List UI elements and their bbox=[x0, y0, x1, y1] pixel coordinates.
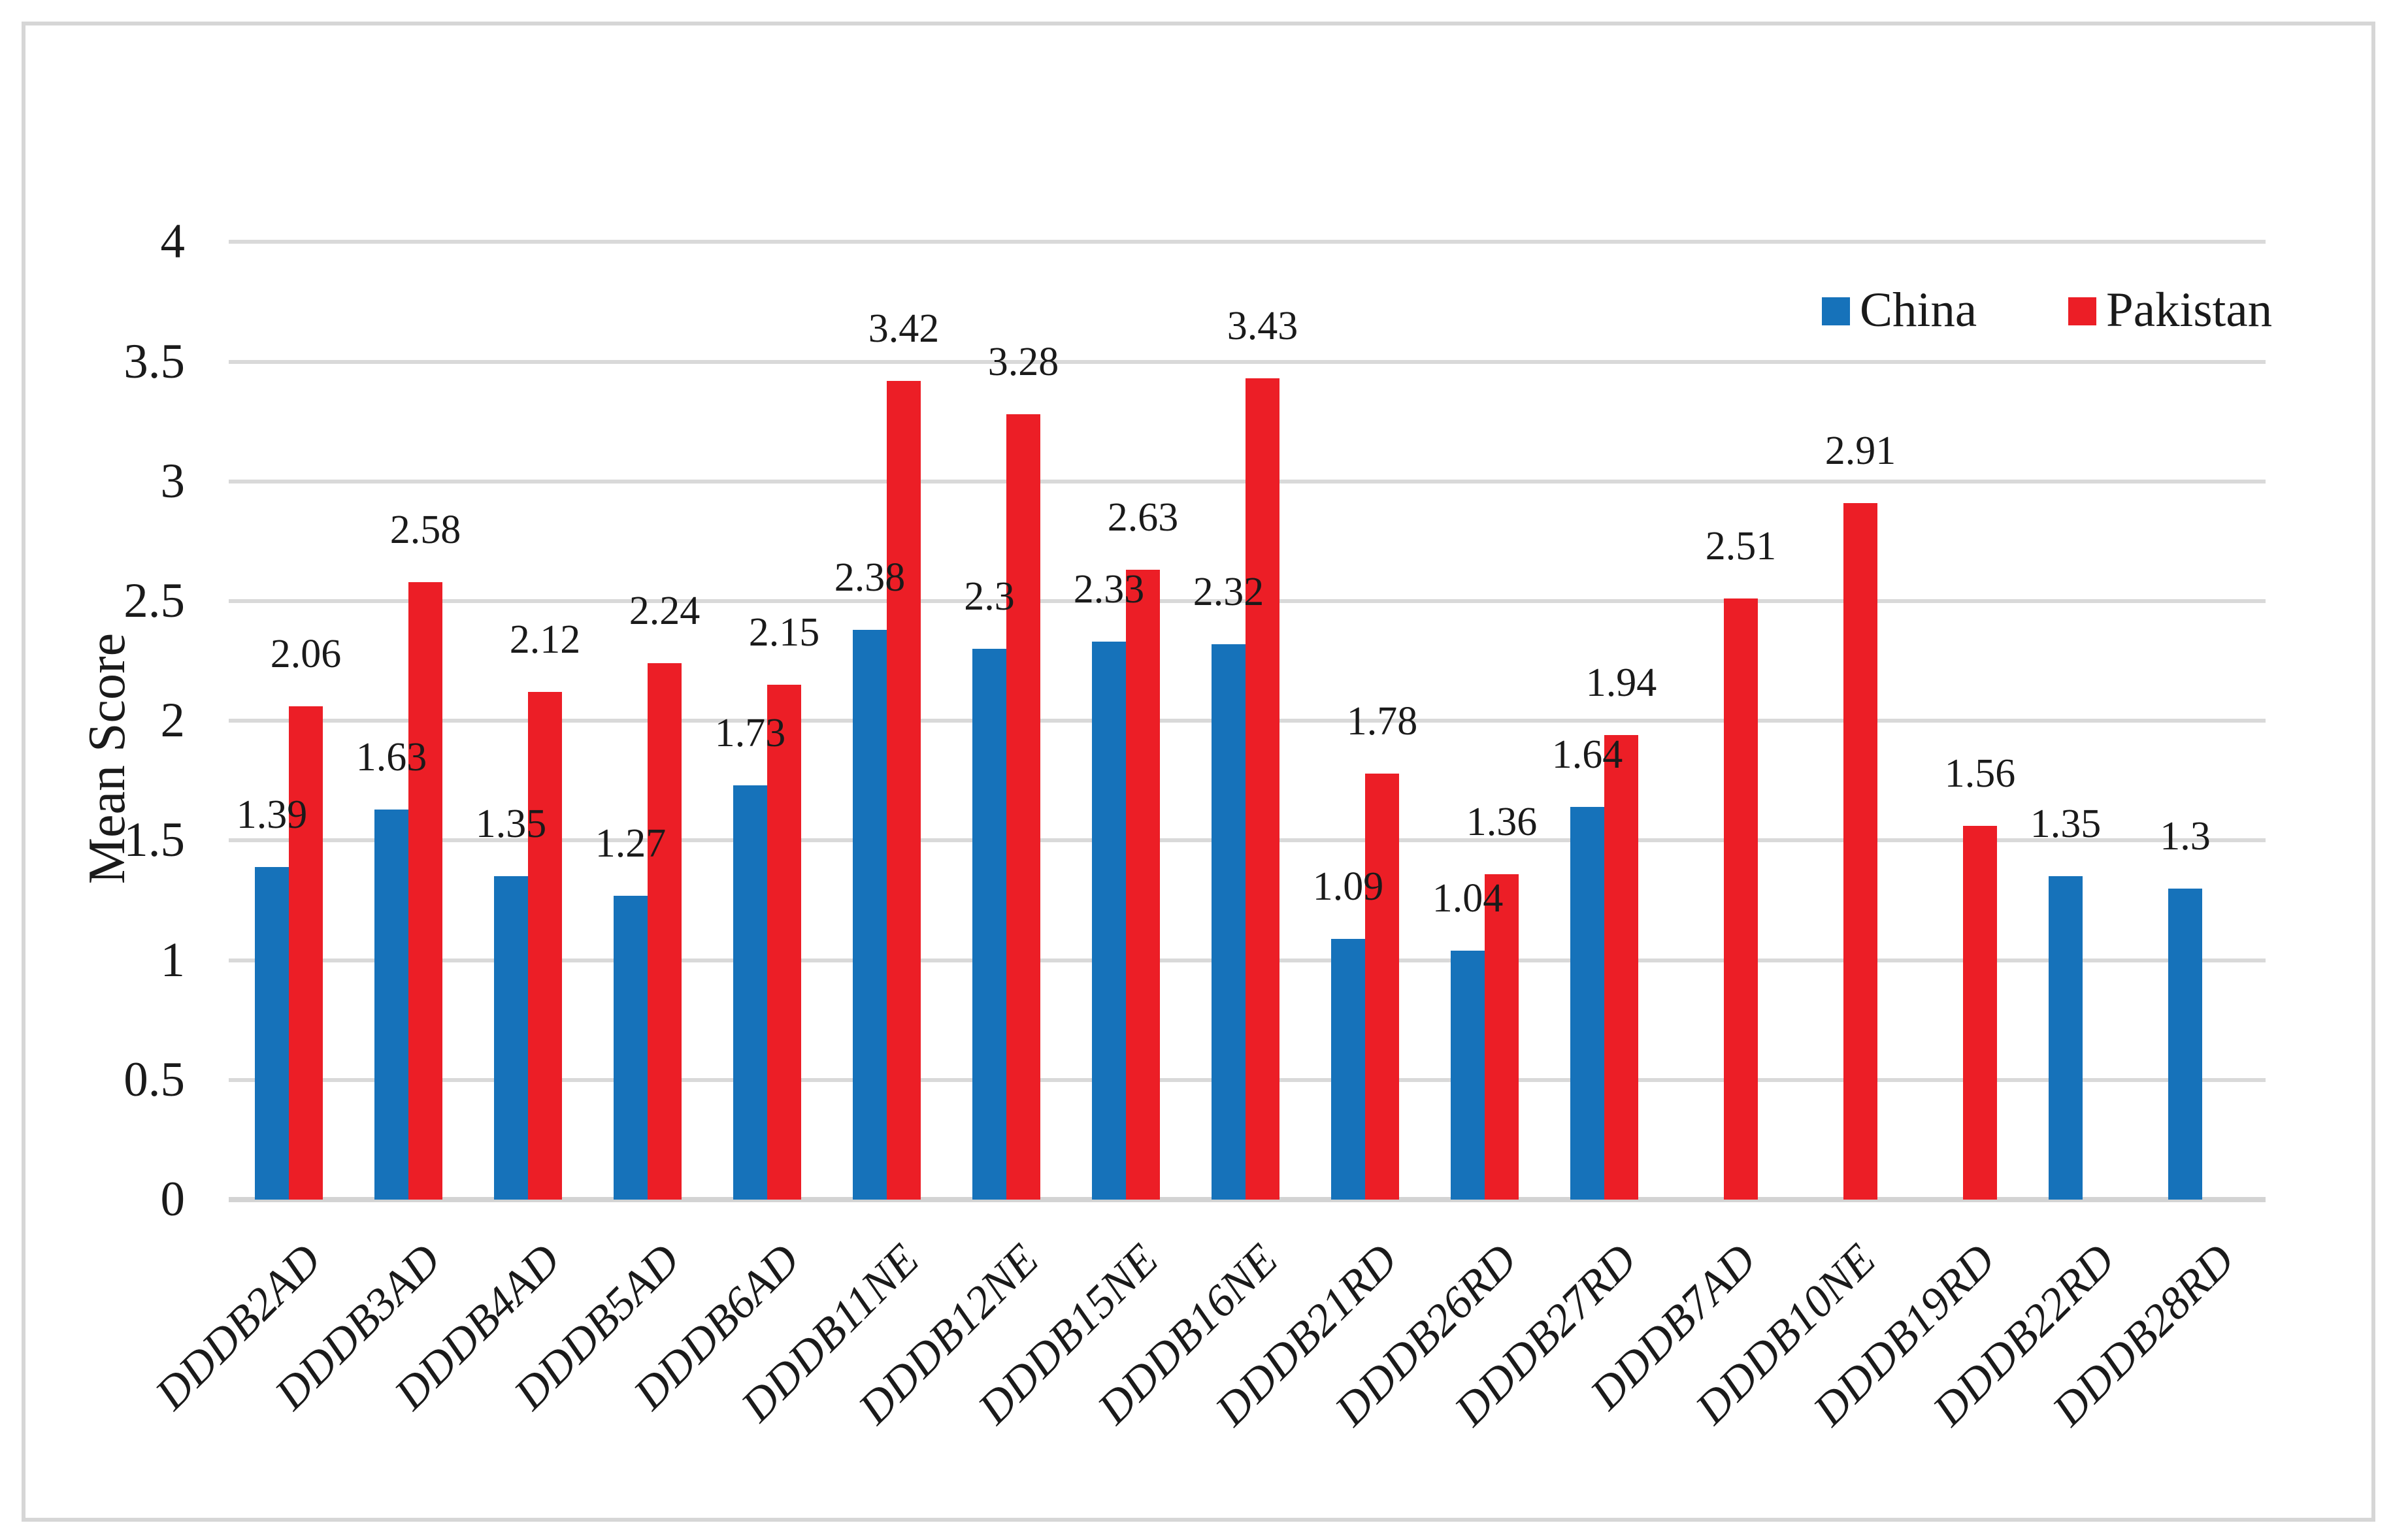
bar-pakistan-dddb15ne bbox=[1126, 570, 1160, 1200]
legend-swatch-pakistan-icon bbox=[2068, 297, 2096, 325]
legend-label-pakistan: Pakistan bbox=[2106, 283, 2273, 337]
gridline bbox=[229, 360, 2266, 364]
bar-pakistan-dddb10ne bbox=[1843, 503, 1877, 1200]
gridline bbox=[229, 240, 2266, 244]
y-tick-label: 0.5 bbox=[124, 1053, 185, 1107]
chart-figure: Mean Score 0 0.5 1 1.5 2 2.5 3 3.5 4 1.39 2.06 1.6… bbox=[22, 22, 2375, 1522]
value-label-pakistan-dddb15ne: 2.63 bbox=[1107, 495, 1179, 540]
value-label-china-dddb16ne: 2.32 bbox=[1193, 570, 1264, 614]
value-label-china-dddb6ad: 1.73 bbox=[714, 711, 786, 755]
value-label-china-dddb12ne: 2.3 bbox=[964, 574, 1015, 619]
bar-pakistan-dddb3ad bbox=[408, 582, 442, 1200]
bar-china-dddb28rd bbox=[2168, 889, 2202, 1200]
value-label-china-dddb4ad: 1.35 bbox=[475, 802, 547, 846]
value-label-pakistan-dddb10ne: 2.91 bbox=[1824, 429, 1896, 473]
y-tick-label: 3 bbox=[160, 454, 186, 508]
bar-pakistan-dddb16ne bbox=[1246, 378, 1279, 1200]
value-label-pakistan-dddb4ad: 2.12 bbox=[509, 617, 581, 662]
bar-pakistan-dddb12ne bbox=[1006, 414, 1040, 1200]
bar-pakistan-dddb7ad bbox=[1724, 598, 1758, 1200]
bar-pakistan-dddb11ne bbox=[887, 381, 921, 1200]
value-label-pakistan-dddb16ne: 3.43 bbox=[1227, 304, 1298, 348]
legend: China Pakistan bbox=[25, 25, 2371, 1518]
bar-china-dddb27rd bbox=[1570, 807, 1604, 1200]
bar-china-dddb5ad bbox=[614, 896, 648, 1200]
bar-pakistan-dddb27rd bbox=[1604, 735, 1638, 1200]
bar-china-dddb15ne bbox=[1092, 642, 1126, 1200]
value-label-china-dddb2ad: 1.39 bbox=[236, 793, 308, 837]
y-tick-label: 2.5 bbox=[124, 574, 185, 628]
value-label-china-dddb3ad: 1.63 bbox=[355, 735, 427, 779]
value-label-pakistan-dddb5ad: 2.24 bbox=[629, 589, 701, 633]
legend-label-china: China bbox=[1860, 283, 1977, 337]
y-tick-label: 1 bbox=[160, 933, 186, 987]
bar-pakistan-dddb5ad bbox=[648, 663, 682, 1200]
bar-pakistan-dddb26rd bbox=[1485, 874, 1519, 1200]
value-label-pakistan-dddb12ne: 3.28 bbox=[987, 340, 1059, 384]
bar-china-dddb2ad bbox=[255, 867, 289, 1200]
bar-pakistan-dddb4ad bbox=[528, 692, 562, 1200]
value-label-pakistan-dddb19rd: 1.56 bbox=[1944, 751, 2016, 796]
bar-pakistan-dddb6ad bbox=[767, 685, 801, 1200]
value-label-pakistan-dddb2ad: 2.06 bbox=[270, 632, 342, 676]
value-label-pakistan-dddb26rd: 1.36 bbox=[1466, 800, 1538, 844]
bar-china-dddb6ad bbox=[733, 785, 767, 1200]
legend-swatch-china-icon bbox=[1822, 297, 1850, 325]
value-label-pakistan-dddb27rd: 1.94 bbox=[1585, 661, 1657, 705]
y-tick-label: 1.5 bbox=[124, 813, 185, 867]
bar-china-dddb21rd bbox=[1331, 939, 1365, 1200]
bar-china-dddb16ne bbox=[1212, 644, 1246, 1200]
y-tick-label: 3.5 bbox=[124, 335, 185, 389]
y-tick-label: 2 bbox=[160, 693, 186, 747]
bar-pakistan-dddb2ad bbox=[289, 706, 323, 1200]
value-label-pakistan-dddb11ne: 3.42 bbox=[868, 306, 940, 351]
value-label-china-dddb27rd: 1.64 bbox=[1551, 732, 1623, 777]
bar-pakistan-dddb21rd bbox=[1365, 774, 1399, 1200]
value-label-pakistan-dddb21rd: 1.78 bbox=[1346, 699, 1418, 744]
value-label-china-dddb26rd: 1.04 bbox=[1432, 876, 1504, 921]
bar-china-dddb4ad bbox=[494, 876, 528, 1200]
value-label-pakistan-dddb6ad: 2.15 bbox=[748, 610, 820, 655]
bar-china-dddb12ne bbox=[972, 649, 1006, 1200]
value-label-china-dddb22rd: 1.35 bbox=[2030, 802, 2102, 846]
x-axis-line bbox=[229, 1197, 2266, 1202]
bar-china-dddb26rd bbox=[1451, 951, 1485, 1200]
value-label-china-dddb28rd: 1.3 bbox=[2160, 814, 2211, 859]
value-label-pakistan-dddb3ad: 2.58 bbox=[389, 508, 461, 552]
bar-china-dddb11ne bbox=[853, 630, 887, 1200]
bar-china-dddb3ad bbox=[374, 810, 408, 1200]
bar-china-dddb22rd bbox=[2049, 876, 2083, 1200]
value-label-china-dddb15ne: 2.33 bbox=[1073, 567, 1145, 612]
value-label-pakistan-dddb7ad: 2.51 bbox=[1705, 524, 1777, 568]
bar-pakistan-dddb19rd bbox=[1963, 826, 1997, 1200]
y-tick-label: 4 bbox=[160, 214, 186, 269]
value-label-china-dddb11ne: 2.38 bbox=[834, 555, 906, 600]
y-tick-label: 0 bbox=[160, 1172, 186, 1226]
value-label-china-dddb5ad: 1.27 bbox=[595, 821, 667, 866]
value-label-china-dddb21rd: 1.09 bbox=[1312, 864, 1384, 909]
